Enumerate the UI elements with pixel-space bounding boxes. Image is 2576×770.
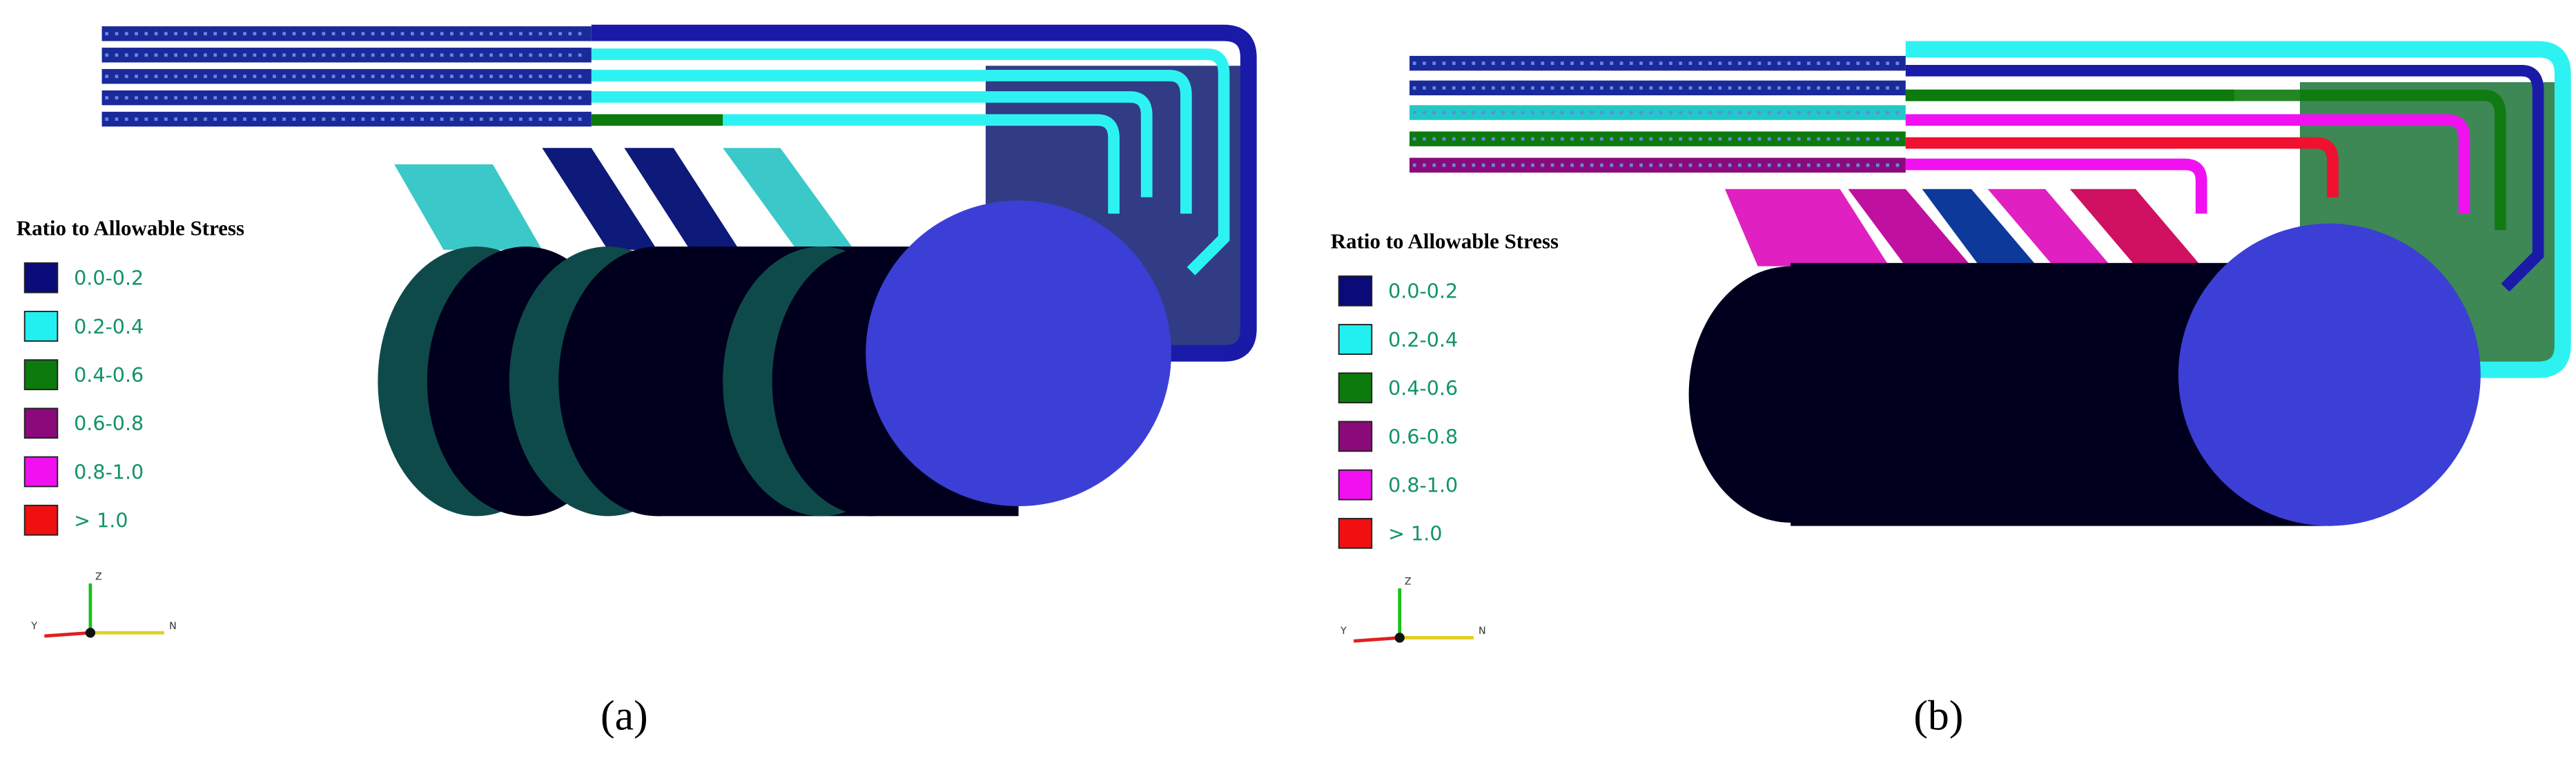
panel-a: Ratio to Allowable Stress 0.0-0.2 0.2-0.4 0… bbox=[17, 24, 1257, 740]
axis-x-label: N bbox=[169, 621, 177, 632]
caption: (a) bbox=[601, 693, 648, 740]
axis-y-label: Y bbox=[30, 621, 37, 632]
axis-y-label: Y bbox=[1340, 626, 1347, 637]
legend-label: 0.0-0.2 bbox=[74, 267, 144, 290]
axis-y bbox=[1353, 636, 1400, 643]
legend-swatch bbox=[1338, 469, 1373, 501]
legend-title: Ratio to Allowable Stress bbox=[1331, 229, 1559, 253]
legend-label: 0.0-0.2 bbox=[1388, 280, 1458, 303]
axis-triad: Z Y N bbox=[1340, 577, 1486, 643]
axis-origin bbox=[1394, 633, 1405, 643]
axis-triad: Z Y N bbox=[30, 571, 177, 638]
legend: Ratio to Allowable Stress 0.0-0.2 0.2-0.4 0… bbox=[1331, 229, 1559, 549]
legend-swatch bbox=[1338, 421, 1373, 452]
legend-label: 0.4-0.6 bbox=[1388, 376, 1458, 400]
legend-label: > 1.0 bbox=[74, 509, 128, 532]
legend-swatch bbox=[1338, 372, 1373, 404]
axis-x-label: N bbox=[1479, 626, 1486, 637]
legend-label: 0.2-0.4 bbox=[74, 315, 144, 338]
model-render bbox=[1409, 41, 2571, 526]
model-render bbox=[101, 24, 1257, 517]
legend-swatch bbox=[23, 407, 59, 439]
legend-label: 0.8-1.0 bbox=[74, 460, 144, 483]
legend-swatch bbox=[23, 504, 59, 536]
legend-title: Ratio to Allowable Stress bbox=[17, 215, 244, 240]
legend-swatch bbox=[23, 262, 59, 293]
legend-swatch bbox=[23, 311, 59, 342]
legend-label: 0.6-0.8 bbox=[1388, 425, 1458, 448]
legend: Ratio to Allowable Stress 0.0-0.2 0.2-0.4 0… bbox=[17, 215, 244, 536]
axis-origin bbox=[85, 628, 96, 638]
legend-swatch bbox=[23, 359, 59, 391]
axis-y bbox=[44, 631, 91, 638]
legend-label: > 1.0 bbox=[1388, 522, 1442, 546]
legend-label: 0.8-1.0 bbox=[1388, 473, 1458, 497]
caption: (b) bbox=[1913, 693, 1963, 740]
panel-b: Ratio to Allowable Stress 0.0-0.2 0.2-0.4 0… bbox=[1331, 41, 2571, 740]
legend-label: 0.6-0.8 bbox=[74, 412, 144, 435]
legend-swatch bbox=[1338, 517, 1373, 549]
legend-label: 0.2-0.4 bbox=[1388, 328, 1458, 352]
axis-z-label: Z bbox=[95, 571, 102, 582]
legend-swatch bbox=[1338, 324, 1373, 355]
axis-z-label: Z bbox=[1405, 577, 1412, 588]
legend-swatch bbox=[1338, 275, 1373, 307]
legend-label: 0.4-0.6 bbox=[74, 363, 144, 387]
legend-swatch bbox=[23, 456, 59, 488]
